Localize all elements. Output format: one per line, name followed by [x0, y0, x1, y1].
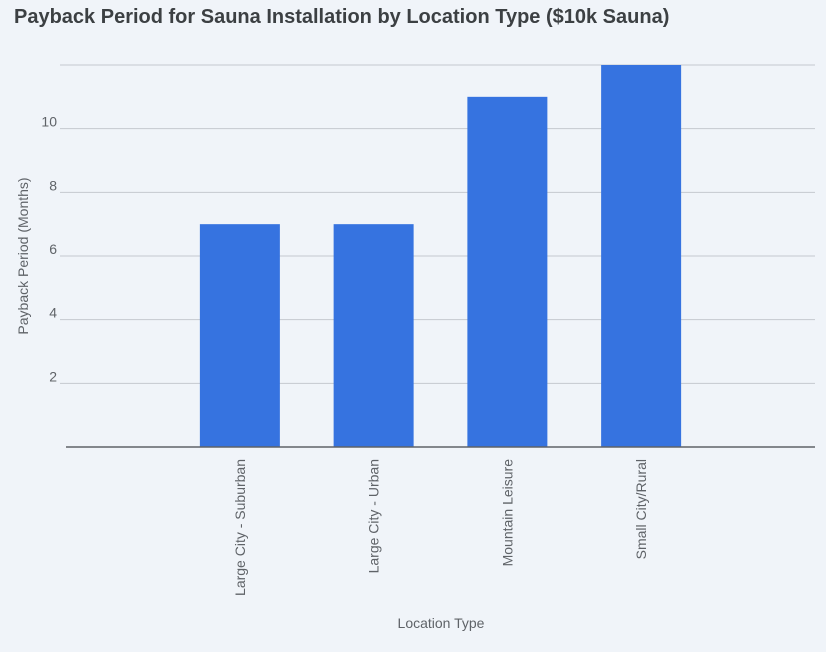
- y-tick-label: 10: [41, 114, 57, 130]
- bars: [199, 65, 682, 447]
- x-tick-label: Small City/Rural: [633, 459, 649, 559]
- x-axis-title: Location Type: [398, 615, 485, 631]
- x-tick-label: Mountain Leisure: [499, 459, 515, 567]
- bar: [199, 224, 280, 447]
- bar: [333, 224, 414, 447]
- labels: 2 4 6 8 10 Large City - Suburban Large City - …: [41, 114, 649, 596]
- chart-title: Payback Period for Sauna Installation by…: [14, 6, 670, 28]
- gridlines: [60, 64, 815, 384]
- y-tick-label: 6: [49, 241, 57, 257]
- y-axis-title: Payback Period (Months): [15, 177, 31, 334]
- y-tick-label: 8: [49, 177, 57, 193]
- y-tick-label: 4: [49, 305, 57, 321]
- x-tick-label: Large City - Urban: [366, 459, 382, 573]
- bar: [601, 65, 682, 447]
- y-tick-label: 2: [49, 368, 57, 384]
- x-tick-label: Large City - Suburban: [232, 459, 248, 596]
- bar: [467, 96, 548, 447]
